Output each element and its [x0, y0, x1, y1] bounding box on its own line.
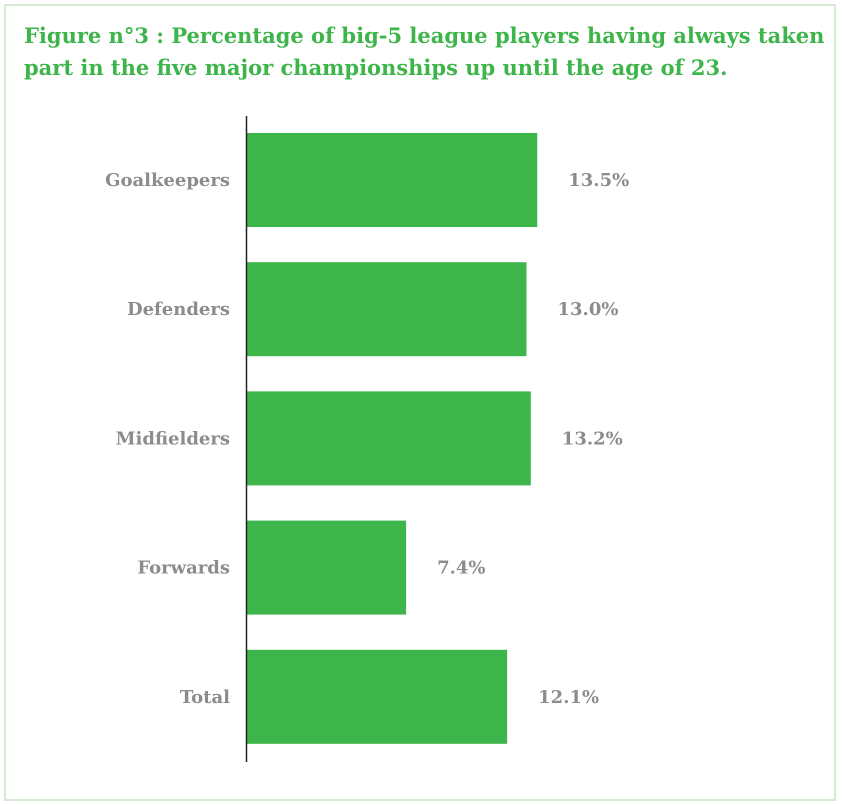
category-label-forwards: Forwards: [137, 558, 230, 579]
value-label-total: 12.1%: [538, 687, 599, 708]
category-label-total: Total: [180, 687, 230, 708]
bar-total: [247, 649, 508, 744]
figure-frame: [4, 4, 836, 801]
category-label-goalkeepers: Goalkeepers: [105, 170, 230, 191]
bar-forwards: [247, 520, 407, 615]
chart-title: Figure n°3 : Percentage of big-5 league …: [24, 23, 825, 80]
category-label-defenders: Defenders: [127, 299, 230, 320]
value-label-defenders: 13.0%: [558, 299, 619, 320]
value-label-goalkeepers: 13.5%: [568, 170, 629, 191]
bar-midfielders: [247, 391, 531, 486]
bar-defenders: [247, 262, 527, 357]
category-label-midfielders: Midfielders: [116, 428, 230, 449]
bar-goalkeepers: [247, 133, 538, 227]
value-label-midfielders: 13.2%: [562, 428, 623, 449]
bars-group: Goalkeepers 13.5% Defenders 13.0% Midfielder…: [105, 133, 629, 744]
value-label-forwards: 7.4%: [437, 558, 485, 579]
